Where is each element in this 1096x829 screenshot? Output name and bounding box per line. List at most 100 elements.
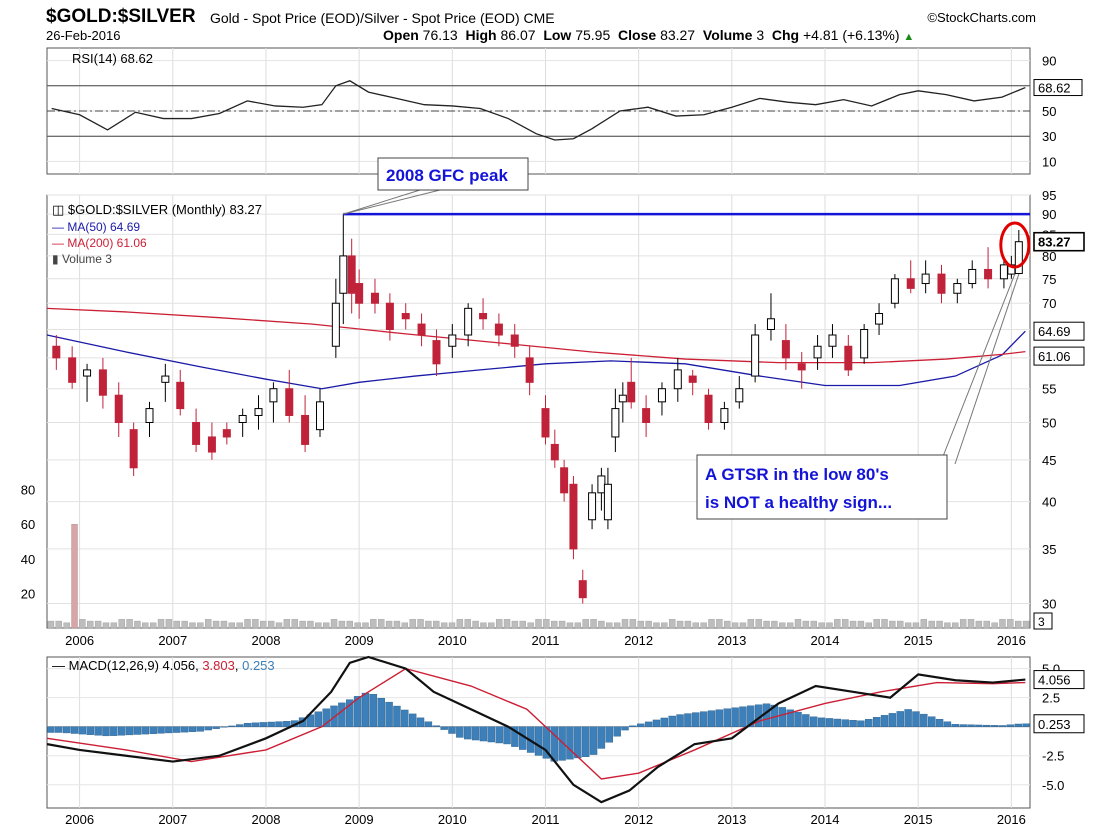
macd-legend-hist: 0.253 — [242, 658, 275, 673]
candle-body — [331, 302, 340, 347]
macd-histogram-bar — [613, 726, 621, 737]
macd-histogram-bar — [857, 720, 865, 727]
volume-bar — [621, 619, 629, 629]
candle-body — [83, 369, 92, 377]
volume-bar — [645, 620, 652, 629]
macd-histogram-bar — [78, 726, 87, 735]
price-legend: ◫ $GOLD:$SILVER (Monthly) 83.27 — [52, 202, 262, 217]
macd-histogram-bar — [920, 713, 928, 727]
callout-pointer — [343, 189, 421, 215]
volume-bar — [181, 620, 188, 629]
ohlc-readout: Open 76.13 High 86.07 Low 75.95 Close 83… — [383, 27, 914, 43]
macd-histogram-bar — [487, 726, 496, 743]
price-year-label: 2008 — [252, 633, 281, 648]
candle-body — [603, 483, 612, 521]
candle-body — [417, 323, 426, 336]
callout-pointer — [954, 273, 1020, 465]
rsi-tick-label: 10 — [1042, 154, 1056, 169]
macd-histogram-bar — [102, 726, 110, 737]
candle-body — [597, 475, 606, 494]
macd-histogram-bar — [149, 726, 157, 734]
volume-bar — [810, 620, 817, 629]
macd-histogram-bar — [361, 692, 370, 727]
price-year-label: 2014 — [811, 633, 840, 648]
macd-histogram-bar — [353, 696, 362, 727]
macd-histogram-bar — [393, 705, 401, 727]
close-value: 83.27 — [660, 27, 696, 43]
volume-bar — [87, 620, 94, 629]
macd-histogram-bar — [723, 708, 731, 727]
volume-bar — [417, 619, 424, 629]
volume-bar — [857, 620, 865, 629]
volume-tick-label: 20 — [21, 586, 35, 601]
volume-bar — [401, 622, 409, 629]
volume-last-box — [1033, 612, 1053, 630]
volume-bar — [566, 622, 574, 629]
candle-body — [984, 268, 993, 280]
macd-histogram-bar — [471, 726, 480, 741]
volume-bar — [94, 620, 102, 629]
chart-symbol: $GOLD:$SILVER — [46, 6, 196, 27]
candle-body — [704, 394, 713, 423]
macd-histogram-bar — [778, 707, 786, 727]
volume-bar — [786, 622, 794, 629]
volume-bar — [205, 619, 212, 629]
volume-tick-label: 60 — [21, 517, 35, 532]
candle-body — [550, 443, 559, 461]
macd-histogram-bar — [1014, 723, 1022, 727]
price-tick-label: 40 — [1042, 495, 1056, 510]
volume-bar — [385, 620, 393, 629]
volume-bar — [739, 622, 747, 629]
candle-body — [510, 334, 519, 347]
volume-bar — [102, 622, 110, 629]
macd-histogram-bar — [731, 707, 739, 727]
candle-body — [301, 414, 310, 445]
candle-body — [1014, 241, 1023, 274]
gfc-peak-callout — [377, 157, 529, 191]
macd-histogram-bar — [983, 724, 991, 727]
macd-year-label: 2015 — [904, 812, 933, 827]
description-text: Gold - Spot Price (EOD)/Silver - Spot Pr… — [210, 10, 520, 26]
volume-bar — [425, 620, 432, 629]
macd-histogram-bar — [747, 705, 755, 727]
macd-histogram-bar — [180, 726, 189, 733]
macd-histogram-bar — [880, 715, 889, 727]
price-year-label: 2007 — [158, 633, 187, 648]
brand-label[interactable]: ©StockCharts.com — [927, 10, 1036, 25]
macd-histogram-bar — [94, 726, 102, 736]
volume-bar — [582, 619, 589, 629]
macd-histogram-bar — [652, 719, 661, 727]
volume-bar — [944, 622, 951, 629]
candle-body — [494, 323, 503, 336]
volume-bar — [495, 619, 503, 629]
macd-histogram-bar — [786, 709, 794, 727]
candle-body — [129, 429, 138, 469]
volume-bar — [126, 619, 133, 629]
volume-bar — [354, 622, 361, 629]
candle-body — [114, 394, 123, 423]
macd-histogram-bar — [817, 717, 826, 727]
volume-bar — [503, 619, 511, 629]
price-year-label: 2006 — [65, 633, 94, 648]
candle-body — [541, 408, 550, 438]
copyright-icon: © — [927, 10, 938, 25]
volume-bar — [724, 620, 731, 629]
macd-histogram-bar — [62, 726, 71, 734]
macd-histogram-bar — [495, 726, 503, 744]
macd-histogram-bar — [479, 726, 488, 742]
volume-value: 3 — [756, 27, 765, 43]
volume-bar — [771, 620, 778, 629]
volume-bar — [480, 622, 487, 629]
price-year-label: 2013 — [717, 633, 746, 648]
macd-histogram-bar — [440, 726, 448, 730]
candle-body — [161, 375, 170, 383]
candle-body — [611, 408, 620, 438]
price-tick-label: 30 — [1042, 597, 1056, 612]
macd-histogram-bar — [338, 702, 346, 727]
macd-histogram-bar — [228, 725, 236, 727]
volume-bar — [881, 619, 888, 629]
macd-histogram-bar — [141, 726, 150, 735]
macd-histogram-bar — [935, 719, 944, 727]
volume-bar — [747, 619, 755, 629]
